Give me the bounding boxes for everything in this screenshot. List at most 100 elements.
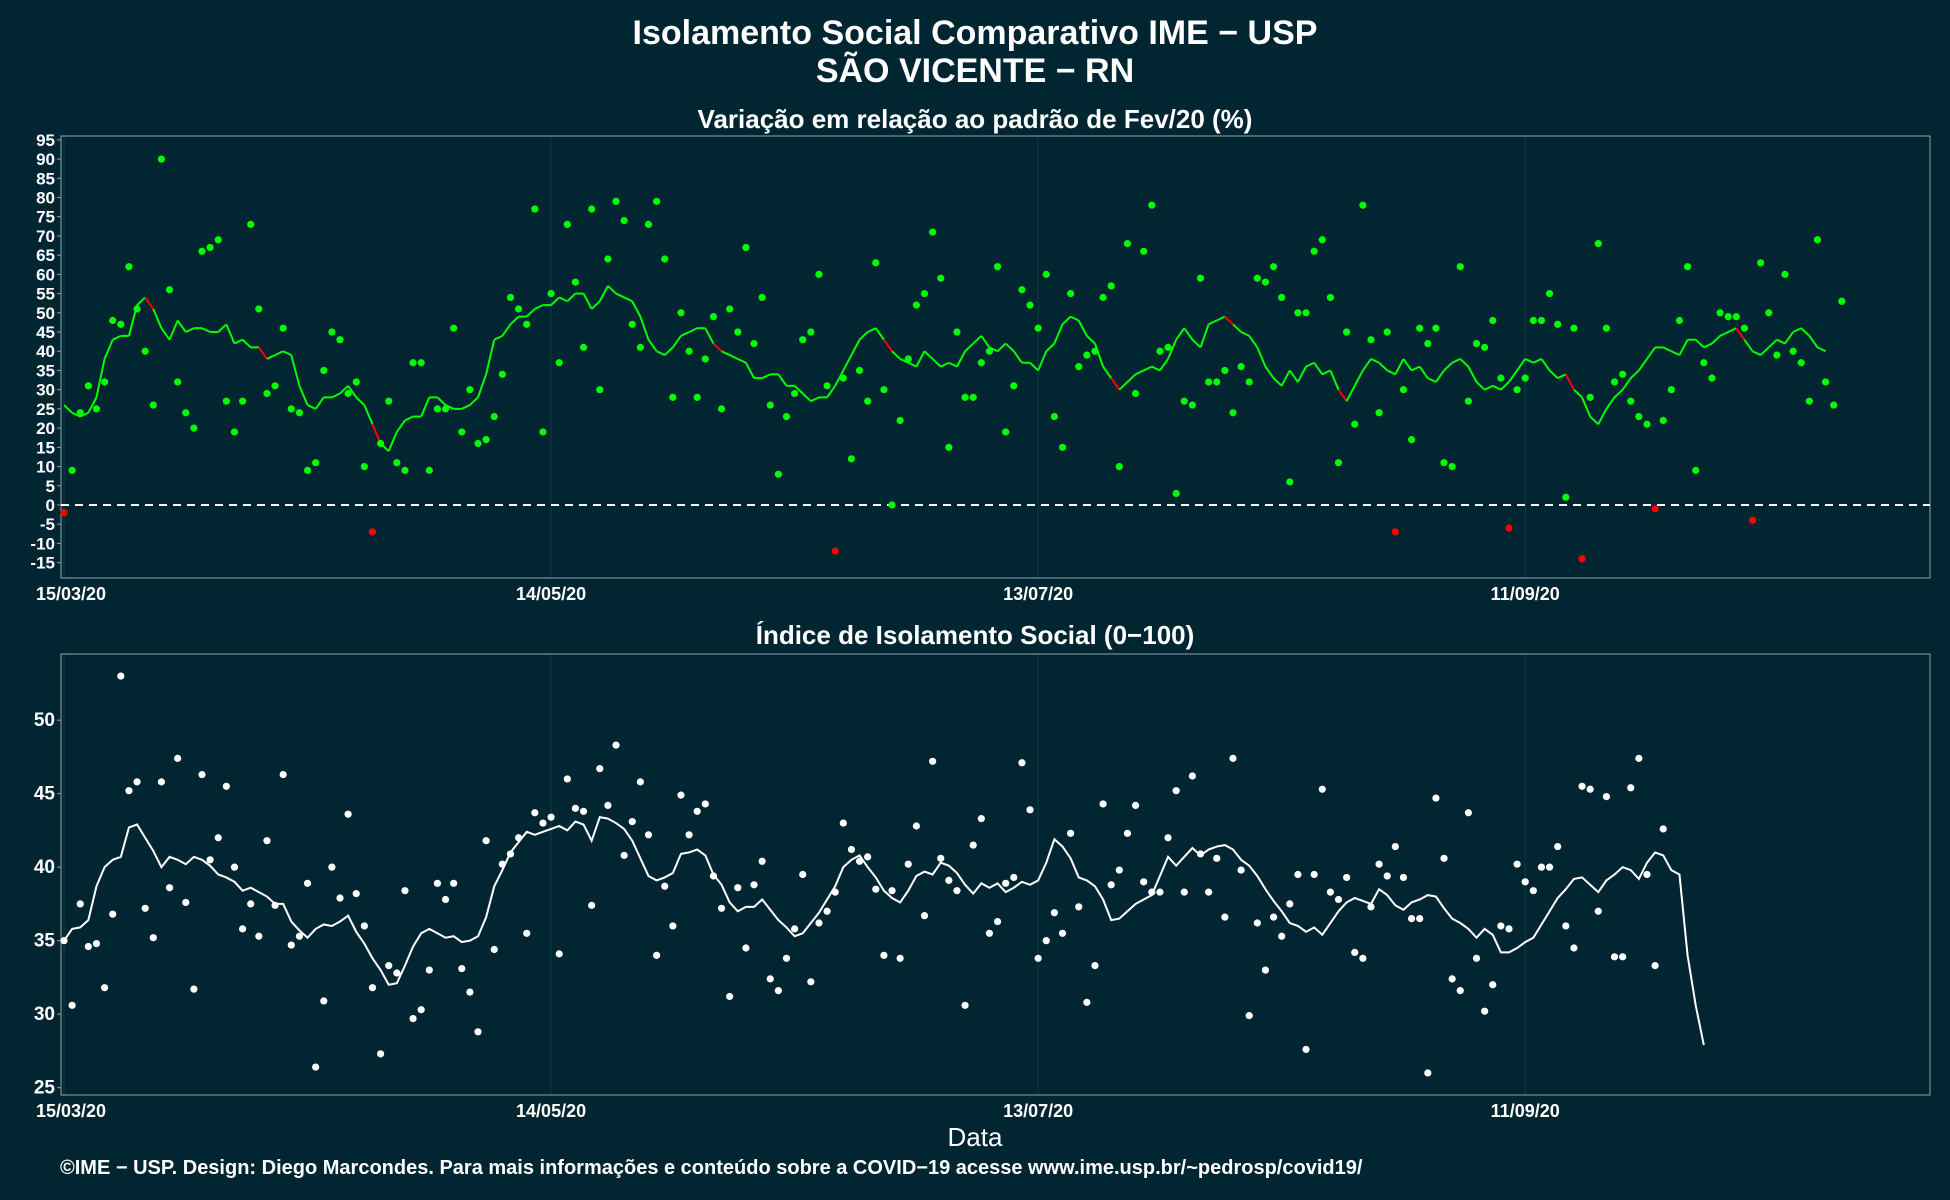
panel2-data-point [1440, 854, 1448, 862]
panel1-trend-segment [1053, 323, 1064, 344]
panel2-plot-group: 15/03/20 14/05/20 13/07/20 11/09/20 25 30 35 40… [34, 653, 1931, 1121]
panel1-trend-segment [160, 327, 171, 341]
panel1-data-point [100, 378, 109, 386]
panel1-trend-segment [1321, 369, 1331, 376]
panel1-y-tick-label: 70 [36, 227, 55, 246]
panel1-trend-segment [1670, 350, 1680, 356]
panel1-data-point [125, 263, 133, 271]
panel1-trend-segment [729, 354, 739, 360]
panel1-trend-segment [477, 373, 488, 398]
panel2-data-point [441, 895, 450, 904]
panel1-trend-segment [1151, 365, 1161, 372]
panel2-data-point [539, 819, 547, 827]
panel1-y-tick-label: -5 [40, 515, 55, 534]
panel2-frame [60, 653, 1931, 1096]
panel1-trend-segment [1378, 362, 1388, 372]
panel2-data-point [880, 951, 888, 959]
panel2-data-point [872, 885, 880, 893]
panel2-data-point [1545, 863, 1554, 871]
panel2-data-point [1237, 866, 1245, 874]
panel1-data-point [1505, 524, 1513, 532]
panel2-data-point [1505, 925, 1513, 933]
panel1-data-point [1196, 274, 1205, 282]
panel2-data-point [799, 870, 807, 879]
panel1-data-point [1757, 259, 1765, 267]
panel1-trend-segment [1143, 365, 1153, 372]
panel2-data-point [1099, 800, 1107, 808]
panel2-data-point [523, 929, 531, 937]
panel2-data-point [766, 975, 774, 983]
panel1-data-point [1067, 289, 1075, 298]
panel1-data-point [1351, 420, 1359, 428]
panel1-trend-segment [1573, 388, 1583, 399]
panel1-data-point [969, 393, 977, 401]
panel1-trend-segment [63, 404, 73, 414]
panel1-trend-segment [1752, 350, 1762, 356]
panel1-data-point [604, 255, 612, 263]
panel2-data-point [620, 851, 628, 859]
panel2-data-point [531, 809, 539, 817]
panel2-data-point [263, 837, 271, 845]
panel1-data-point [1229, 409, 1237, 417]
panel1-data-point [774, 470, 782, 478]
panel2-data-point [750, 881, 758, 889]
panel1-y-tick-label: 45 [36, 323, 55, 342]
panel1-trend-segment [1548, 369, 1559, 379]
panel2-data-point [831, 888, 839, 896]
panel1-trend-segment [964, 342, 974, 352]
panel1-data-point [466, 386, 474, 394]
panel2-data-point [320, 997, 328, 1005]
panel1-trend-segment [1621, 377, 1632, 391]
panel1-y-tick-label: 15 [36, 438, 55, 457]
panel1-data-point [295, 409, 304, 417]
panel2-data-point [929, 757, 937, 765]
panel1-data-point [628, 320, 636, 328]
panel2-data-point [977, 815, 985, 823]
panel1-data-point [831, 547, 839, 555]
panel1-data-point [1188, 401, 1196, 409]
panel1-data-point [872, 259, 880, 267]
panel1-data-point [669, 393, 677, 401]
panel2-data-point [701, 800, 709, 808]
panel1-trend-segment [1443, 362, 1453, 372]
panel1-data-point [368, 528, 377, 536]
panel1-data-point [1838, 297, 1846, 305]
panel1-data-point [985, 347, 994, 355]
panel1-trend-segment [1817, 346, 1827, 353]
panel1-data-point [815, 270, 823, 278]
panel1-trend-segment [217, 323, 228, 333]
panel1-trend-segment [1240, 331, 1250, 337]
panel1-data-point [490, 412, 498, 421]
panel1-data-point [1156, 347, 1164, 355]
panel1-trend-segment [144, 296, 155, 310]
panel2-data-point [125, 787, 133, 795]
panel1-trend-segment [87, 396, 98, 414]
panel2-data-point [717, 904, 726, 912]
panel2-data-point [653, 951, 661, 959]
panel1-data-point [1545, 289, 1554, 298]
panel1-trend-segment [282, 350, 292, 356]
panel1-data-point [596, 386, 604, 394]
panel2-data-point [92, 939, 101, 948]
panel1-trend-segment [826, 385, 837, 398]
panel2-data-point [588, 901, 596, 909]
panel2-data-point [506, 850, 515, 858]
panel2-data-point [1067, 829, 1075, 837]
panel1-trend-segment [1524, 358, 1534, 364]
panel1-trend-segment [266, 354, 276, 360]
panel1-trend-segment [631, 300, 642, 318]
panel2-subtitle: Índice de Isolamento Social (0−100) [755, 620, 1195, 650]
panel1-trend-segment [1077, 320, 1088, 337]
panel1-trend-segment [1402, 358, 1413, 372]
panel1-data-point [1416, 324, 1424, 332]
panel1-data-point [1010, 382, 1018, 390]
panel2-data-point [669, 922, 677, 930]
panel2-data-point [1091, 962, 1099, 970]
panel2-data-point [190, 985, 198, 993]
panel2-data-point [76, 900, 84, 908]
panel1-data-point [636, 343, 644, 351]
panel1-trend-segment [639, 316, 650, 341]
panel1-data-point [1034, 324, 1042, 332]
panel2-data-point [661, 882, 669, 890]
panel1-data-point [1383, 328, 1391, 336]
